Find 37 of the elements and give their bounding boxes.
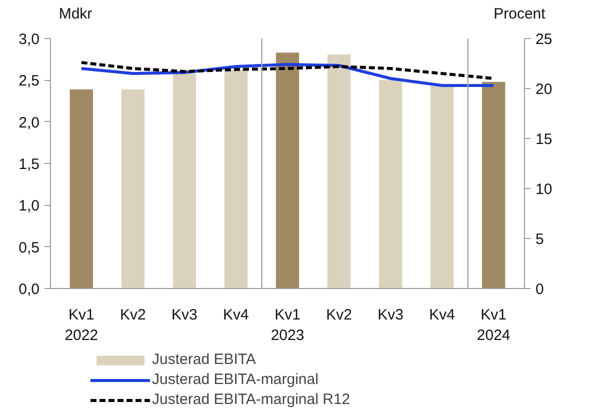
bar	[430, 86, 454, 288]
y2-tick-label: 5	[536, 231, 544, 248]
y-tick-label: 1,5	[18, 156, 40, 173]
y-axis-title: Mdkr	[58, 6, 92, 22]
bar	[70, 89, 94, 288]
y2-tick-label: 10	[536, 181, 552, 198]
bar	[224, 70, 248, 288]
bar	[172, 74, 196, 288]
legend-label: Justerad EBITA-marginal	[152, 371, 318, 388]
y-tick-label: 1,0	[18, 198, 40, 215]
x-tick-label: Kv1 2024	[476, 306, 510, 344]
y-tick-label: 0,5	[18, 239, 40, 256]
y2-tick-label: 0	[536, 281, 544, 298]
bar	[327, 54, 351, 288]
x-tick-label: Kv4	[223, 306, 249, 324]
y-tick-label: 2,5	[18, 72, 40, 90]
y-tick-label: 2,0	[18, 114, 40, 132]
legend-label: Justerad EBITA	[152, 351, 256, 368]
y2-tick-label: 20	[536, 81, 552, 98]
line-series	[80, 63, 496, 87]
bar	[378, 80, 402, 288]
bar	[276, 52, 300, 288]
y2-axis-title: Procent	[494, 6, 546, 22]
y2-tick-label: 25	[536, 31, 552, 48]
x-tick-label: Kv2	[120, 306, 146, 324]
y-tick-label: 0,0	[18, 281, 40, 298]
bar	[482, 82, 506, 288]
x-tick-label: Kv3	[378, 306, 404, 324]
x-tick-label: Kv3	[172, 306, 198, 324]
y2-tick-label: 15	[536, 131, 552, 148]
y-tick-label: 3,0	[18, 31, 40, 48]
bar	[121, 89, 145, 288]
x-tick-label: Kv4	[429, 306, 455, 324]
legend-label: Justerad EBITA-marginal R12	[152, 391, 350, 408]
x-tick-label: Kv1 2022	[64, 306, 98, 344]
x-tick-label: Kv2	[326, 306, 352, 324]
x-tick-label: Kv1 2023	[270, 306, 304, 344]
